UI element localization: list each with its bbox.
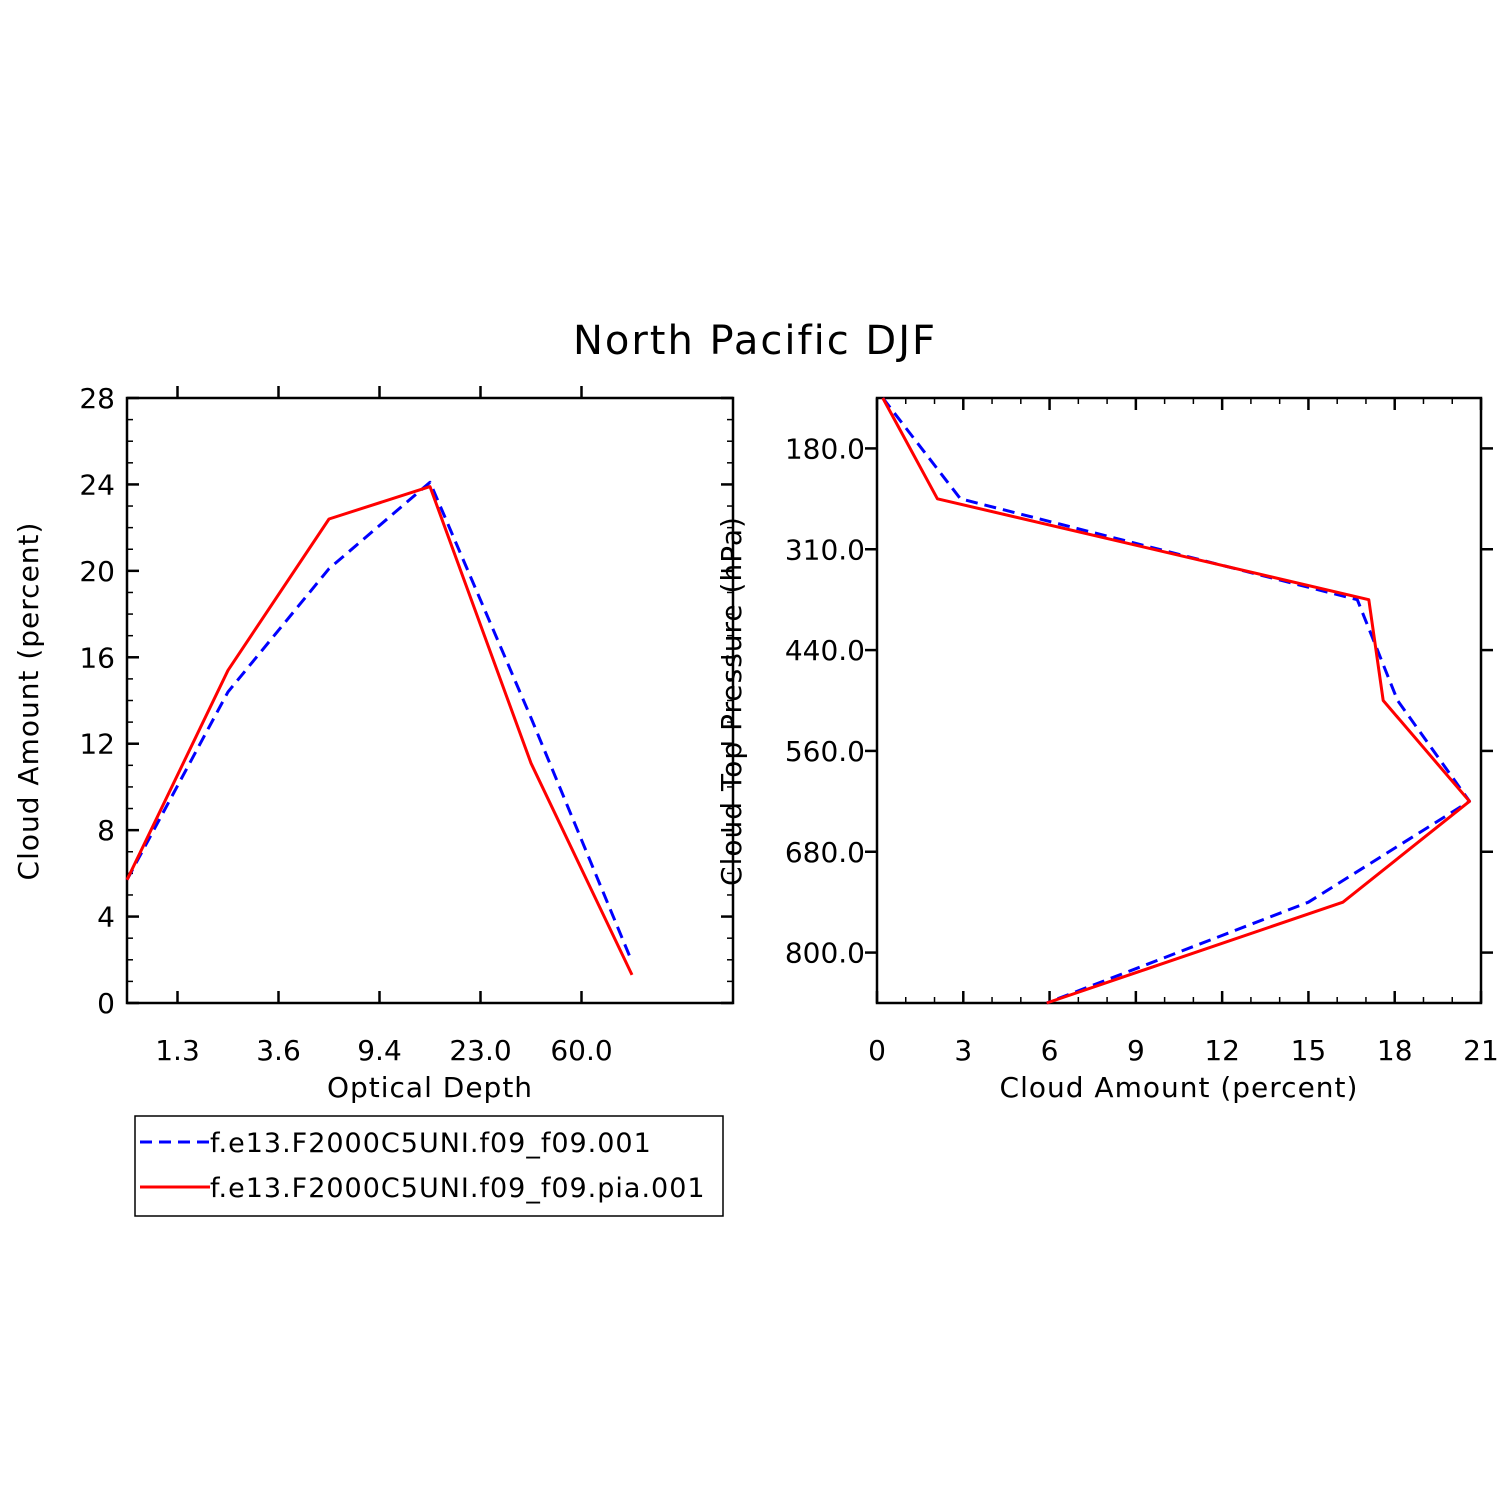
right-x-axis-label: Cloud Amount (percent) — [1000, 1071, 1359, 1104]
right-x-tick-label: 3 — [954, 1034, 972, 1067]
right-plot-frame — [875, 396, 1483, 1005]
right-y-axis-label: Cloud Top Pressure (hPa) — [715, 516, 748, 886]
right-x-tick-label: 12 — [1204, 1034, 1240, 1067]
legend-label-series-1: f.e13.F2000C5UNI.f09_f09.001 — [210, 1128, 652, 1159]
left-y-tick-label: 12 — [79, 728, 115, 761]
right-y-tick-label: 800.0 — [785, 937, 865, 970]
left-x-tick-label: 23.0 — [449, 1034, 511, 1067]
right-chart-cloud-top-pressure: Cloud Amount (percent) Cloud Top Pressur… — [715, 396, 1499, 1104]
right-x-tick-label: 18 — [1377, 1034, 1413, 1067]
left-x-tick-label: 9.4 — [357, 1034, 402, 1067]
right-y-tick-label: 310.0 — [785, 533, 865, 566]
right-y-tick-label: 680.0 — [785, 836, 865, 869]
legend-label-series-2: f.e13.F2000C5UNI.f09_f09.pia.001 — [210, 1173, 706, 1204]
left-y-tick-label: 4 — [97, 901, 115, 934]
left-x-tick-label: 1.3 — [155, 1034, 200, 1067]
left-y-tick-label: 8 — [97, 814, 115, 847]
right-x-tick-label: 0 — [868, 1034, 886, 1067]
legend-box — [134, 1115, 724, 1217]
left-series-line-2 — [125, 485, 634, 976]
figure-title: North Pacific DJF — [573, 318, 937, 364]
left-y-tick-label: 20 — [79, 555, 115, 588]
left-y-tick-label: 16 — [79, 641, 115, 674]
right-y-tick-label: 440.0 — [785, 634, 865, 667]
right-series-line-1 — [881, 397, 1471, 1005]
left-x-tick-label: 3.6 — [256, 1034, 301, 1067]
right-y-tick-label: 180.0 — [785, 432, 865, 465]
left-y-tick-label: 0 — [97, 987, 115, 1020]
left-x-tick-label: 60.0 — [550, 1034, 612, 1067]
right-x-tick-label: 9 — [1127, 1034, 1145, 1067]
left-x-axis-label: Optical Depth — [327, 1071, 533, 1104]
left-series-line-1 — [125, 480, 634, 963]
left-chart-optical-depth: Optical Depth Cloud Amount (percent) 0 4 8… — [12, 382, 735, 1104]
right-x-tick-label: 21 — [1463, 1034, 1499, 1067]
left-y-tick-label: 24 — [79, 468, 115, 501]
right-x-tick-label: 15 — [1291, 1034, 1327, 1067]
left-y-tick-label: 28 — [79, 382, 115, 415]
left-y-axis-label: Cloud Amount (percent) — [12, 522, 45, 881]
right-y-tick-label: 560.0 — [785, 735, 865, 768]
right-x-tick-label: 6 — [1041, 1034, 1059, 1067]
right-series-line-2 — [881, 397, 1471, 1005]
legend: f.e13.F2000C5UNI.f09_f09.001 f.e13.F2000… — [134, 1115, 724, 1217]
